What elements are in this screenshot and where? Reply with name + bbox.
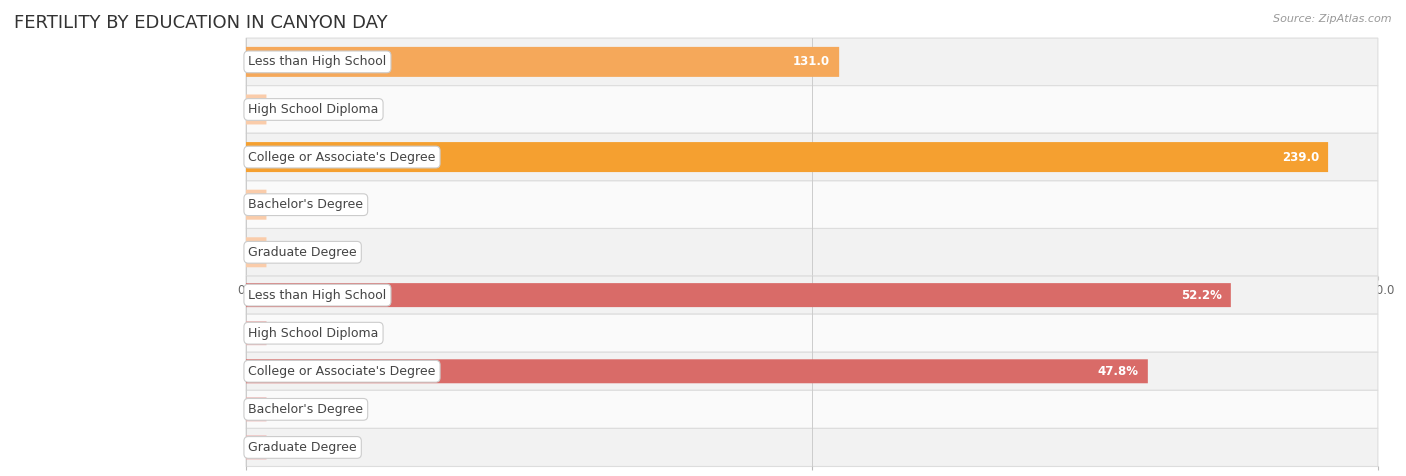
Text: 0.0%: 0.0% — [276, 441, 305, 454]
Text: FERTILITY BY EDUCATION IN CANYON DAY: FERTILITY BY EDUCATION IN CANYON DAY — [14, 14, 388, 32]
Text: Graduate Degree: Graduate Degree — [249, 441, 357, 454]
Text: 0.0%: 0.0% — [276, 403, 305, 416]
FancyBboxPatch shape — [246, 38, 1378, 86]
FancyBboxPatch shape — [246, 181, 1378, 228]
Text: High School Diploma: High School Diploma — [249, 327, 378, 340]
Text: 0.0: 0.0 — [276, 198, 294, 211]
FancyBboxPatch shape — [246, 133, 1378, 181]
FancyBboxPatch shape — [246, 359, 1147, 383]
FancyBboxPatch shape — [246, 436, 267, 459]
FancyBboxPatch shape — [246, 321, 267, 345]
Text: Less than High School: Less than High School — [249, 55, 387, 69]
FancyBboxPatch shape — [246, 390, 1378, 428]
Text: College or Associate's Degree: College or Associate's Degree — [249, 365, 436, 378]
Text: Bachelor's Degree: Bachelor's Degree — [249, 403, 363, 416]
FancyBboxPatch shape — [246, 276, 1378, 314]
FancyBboxPatch shape — [246, 283, 1230, 307]
Text: 0.0: 0.0 — [276, 246, 294, 259]
FancyBboxPatch shape — [246, 314, 1378, 352]
Text: College or Associate's Degree: College or Associate's Degree — [249, 150, 436, 164]
Text: Source: ZipAtlas.com: Source: ZipAtlas.com — [1274, 14, 1392, 24]
FancyBboxPatch shape — [246, 228, 1378, 276]
Text: 0.0%: 0.0% — [276, 327, 305, 340]
FancyBboxPatch shape — [246, 189, 267, 220]
FancyBboxPatch shape — [246, 428, 1378, 466]
Text: 0.0: 0.0 — [276, 103, 294, 116]
Text: High School Diploma: High School Diploma — [249, 103, 378, 116]
Text: 52.2%: 52.2% — [1181, 288, 1222, 302]
Text: 239.0: 239.0 — [1282, 150, 1319, 164]
FancyBboxPatch shape — [246, 237, 267, 268]
Text: 131.0: 131.0 — [793, 55, 830, 69]
Text: Bachelor's Degree: Bachelor's Degree — [249, 198, 363, 211]
FancyBboxPatch shape — [246, 142, 1329, 172]
FancyBboxPatch shape — [246, 94, 267, 124]
Text: Graduate Degree: Graduate Degree — [249, 246, 357, 259]
FancyBboxPatch shape — [246, 47, 839, 77]
FancyBboxPatch shape — [246, 352, 1378, 390]
FancyBboxPatch shape — [246, 397, 267, 421]
FancyBboxPatch shape — [246, 86, 1378, 133]
Text: 47.8%: 47.8% — [1098, 365, 1139, 378]
Text: Less than High School: Less than High School — [249, 288, 387, 302]
